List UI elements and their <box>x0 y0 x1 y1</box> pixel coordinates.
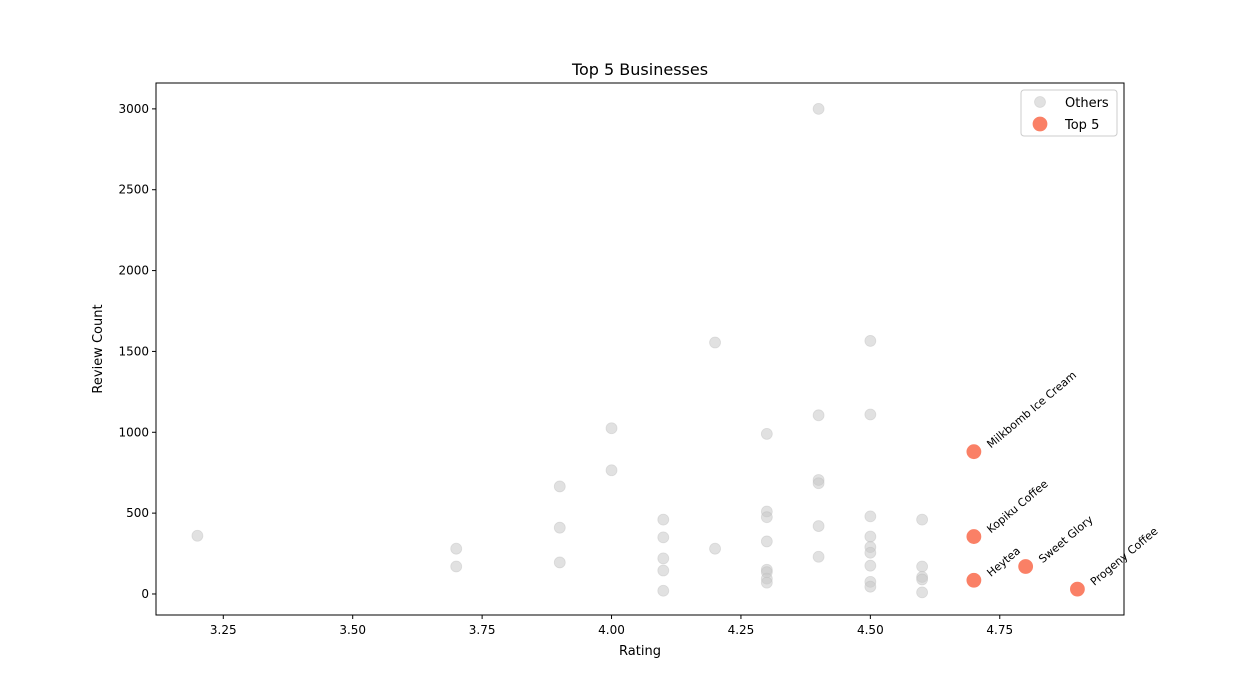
legend-marker <box>1032 116 1048 132</box>
x-tick-label: 3.25 <box>210 623 237 637</box>
others-point-1 <box>450 542 463 555</box>
others-point-41 <box>916 573 929 586</box>
others-point-35 <box>864 559 877 572</box>
others-point-14 <box>709 542 721 555</box>
others-point-38 <box>916 513 929 526</box>
top5-point-1 <box>966 529 982 544</box>
legend-label: Top 5 <box>1064 118 1099 133</box>
y-tick-label: 1500 <box>118 344 149 358</box>
others-point-18 <box>760 535 773 548</box>
x-tick-label: 4.50 <box>857 623 884 637</box>
y-tick-label: 2500 <box>118 183 149 197</box>
others-point-32 <box>864 530 877 543</box>
others-point-23 <box>812 102 825 115</box>
y-axis-title: Review Count <box>91 304 106 393</box>
others-point-13 <box>709 336 721 349</box>
others-point-29 <box>864 335 877 347</box>
others-point-42 <box>916 586 929 599</box>
others-point-12 <box>657 584 670 597</box>
others-point-7 <box>605 464 618 477</box>
x-tick-label: 4.25 <box>728 623 755 637</box>
others-point-0 <box>191 529 204 542</box>
legend-label: Others <box>1065 96 1109 111</box>
chart-title: Top 5 Businesses <box>571 60 708 79</box>
legend: Others Top 5 <box>1020 89 1118 137</box>
y-tick-label: 3000 <box>118 102 149 116</box>
top5-point-2 <box>966 572 982 588</box>
y-tick-label: 0 <box>141 587 149 601</box>
plot-frame <box>155 82 1125 616</box>
y-tick-label: 1000 <box>118 425 149 439</box>
others-point-5 <box>553 556 566 569</box>
others-point-2 <box>450 560 463 573</box>
x-tick-label: 4.00 <box>598 623 625 637</box>
others-point-22 <box>760 576 773 589</box>
top5-point-4 <box>1070 581 1085 597</box>
others-point-8 <box>657 513 670 526</box>
top5-point-3 <box>1018 559 1034 574</box>
others-point-30 <box>864 408 877 421</box>
others-point-11 <box>657 564 670 577</box>
top5-point-0 <box>966 444 982 460</box>
x-tick-label: 4.75 <box>986 623 1013 637</box>
others-point-15 <box>760 427 773 440</box>
others-point-37 <box>864 580 877 593</box>
y-tick-label: 500 <box>126 506 149 520</box>
others-point-9 <box>657 531 670 544</box>
y-tick-label: 2000 <box>118 264 149 278</box>
legend-marker <box>1034 96 1046 108</box>
x-tick-label: 3.50 <box>339 623 366 637</box>
axes: 3.25 3.50 3.75 4.00 4.25 4.50 4.75 0 500 1000 1500… <box>118 82 1125 637</box>
others-point-39 <box>916 560 929 573</box>
others-point-34 <box>864 546 877 559</box>
x-axis-title: Rating <box>619 644 661 659</box>
others-point-6 <box>605 422 618 435</box>
others-point-28 <box>812 550 825 563</box>
others-point-27 <box>812 520 825 532</box>
others-point-26 <box>812 477 825 490</box>
others-point-3 <box>553 480 566 493</box>
others-point-4 <box>553 521 566 534</box>
others-point-10 <box>657 552 670 565</box>
others-point-24 <box>812 409 825 422</box>
others-point-17 <box>760 511 773 524</box>
others-point-31 <box>864 510 877 523</box>
x-tick-label: 3.75 <box>469 623 496 637</box>
